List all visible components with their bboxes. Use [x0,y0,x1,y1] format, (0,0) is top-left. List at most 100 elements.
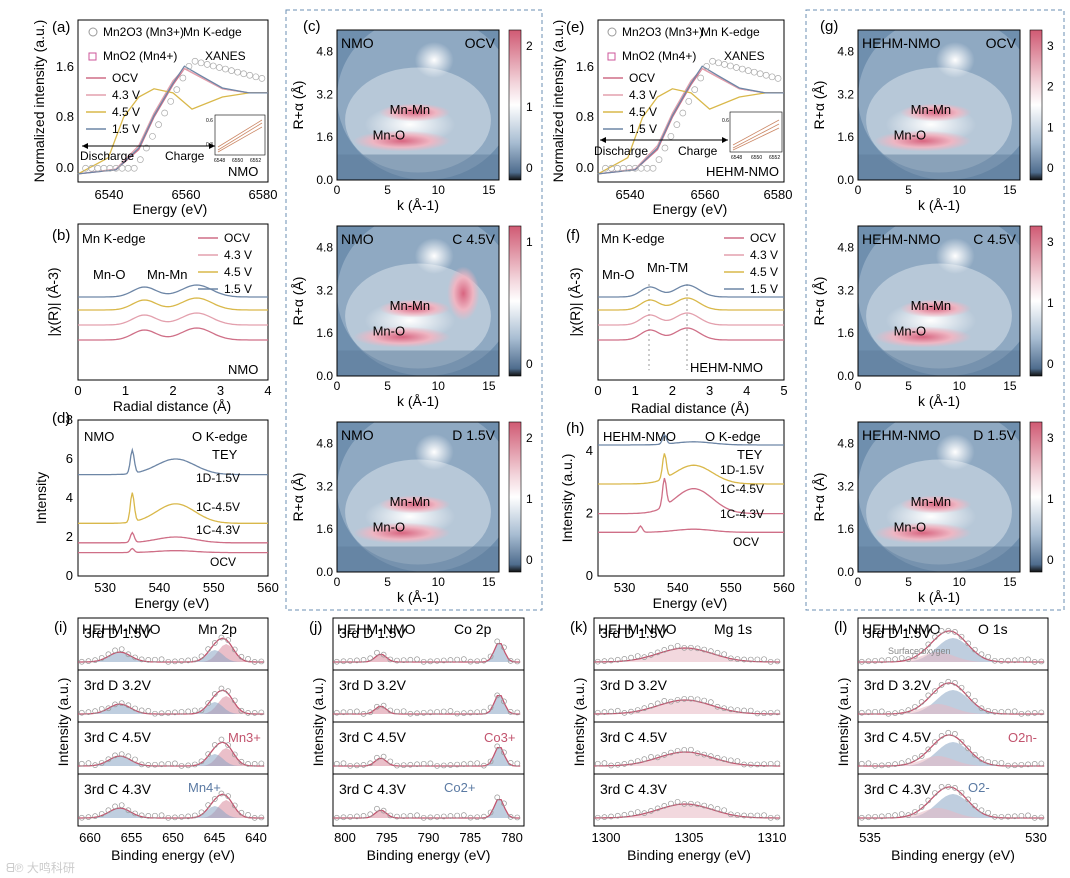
xps-point [965,745,972,752]
xps-point [245,812,251,818]
xps-point [694,801,701,808]
xps-xtick: 1300 [592,830,621,845]
e-charge: Charge [678,144,718,158]
map-xtick: 10 [953,379,967,393]
xps-point [865,814,872,821]
ytick-2: 4 [66,490,73,505]
xps-point [440,657,447,664]
legend-label-0: OCV [112,71,138,85]
map-low [858,546,1020,572]
xps-point [958,633,965,640]
xps-point [648,703,654,709]
xps-point [668,749,674,756]
xanes-e-curves-2 [597,88,784,175]
xps-row-label: 3rd D 3.2V [339,677,407,693]
xps-point [481,813,487,820]
xps-point [98,706,105,712]
xps-point [608,708,614,715]
ref-marker [685,97,693,105]
d-curve-3: OCV [210,555,236,569]
xps-point [225,688,231,694]
xps-point [507,760,514,766]
ref-marker [697,74,705,82]
xps-row-label: 3rd C 4.3V [84,781,152,797]
xps-point [205,646,211,652]
xps-point [925,746,932,753]
xps-point [991,813,998,820]
a-inset-x2: 6552 [250,158,261,164]
xps-point [681,644,688,651]
xps-envelope [78,689,265,715]
exafs-f-curves-0 [598,327,784,341]
xps-point [454,761,460,768]
map-ytick: 4.8 [316,240,333,254]
xps-point [767,814,774,821]
xps-row-label: 3rd C 4.5V [84,729,152,745]
xtick-5: 5 [780,383,787,398]
xps-point [1018,656,1025,663]
map-frame [336,29,500,181]
colorbar-tick: 0 [1047,357,1054,371]
colorbar-tick: 3 [1047,431,1054,445]
xps-envelope [858,682,1045,715]
xps-xtick: 660 [79,830,101,845]
xps-point [132,810,138,817]
xps-point [872,813,878,820]
ref-marker [143,144,150,152]
xps-point [105,651,112,658]
xps-point [333,760,340,767]
map-ytick: 0.0 [837,565,854,579]
xps-point [367,811,374,818]
colorbar [1029,29,1043,181]
colorbar-tick: 0 [526,161,533,175]
ref-marker [179,74,187,82]
xps-point [774,709,781,716]
map-ann-mno: Mn-O [894,128,927,143]
xps-point [178,709,185,715]
ref-marker [756,70,764,78]
xps-point [158,710,165,717]
legend-label-3: 1.5 V [112,122,140,136]
map-label: HEHM-NMO [862,231,941,247]
map-ylabel: R+α (Å) [811,473,827,522]
xps-point [165,658,172,665]
xps-point [601,814,608,820]
xps-ann1: Mn3+ [228,730,261,745]
xps-point [380,753,387,760]
e-ytick-0: 0.0 [576,160,594,175]
xps-point [905,707,912,714]
xps-point [132,756,138,763]
xps-point [354,813,360,820]
xps-point [218,736,225,743]
d-curve-2: 1C-4.3V [196,523,240,537]
xps-component [78,704,265,714]
xps-point [152,812,158,819]
xps-panel-label: (k) [570,619,588,636]
xps-point [185,657,192,664]
legend-label-1: 4.3 V [629,88,657,102]
xps-point [688,746,694,753]
panel-label-f: (f) [566,227,580,244]
panel-label-e: (e) [566,19,584,36]
xps-point [761,656,767,663]
map-ytick: 4.8 [837,436,854,450]
map-low [858,154,1020,180]
colorbar-tick: 0 [1047,161,1054,175]
xps-xtick: 645 [204,830,226,845]
xps-point [945,678,952,685]
colorbar-tick: 3 [1047,235,1054,249]
ref-marker [252,73,260,81]
xtick-3: 560 [773,580,795,595]
f-sample: HEHM-NMO [690,360,763,375]
xps-point [754,761,761,768]
a-ytick-0: 0.0 [56,160,74,175]
map-ylabel: R+α (Å) [290,81,306,130]
xps-point [98,760,105,766]
map-ytick: 0.0 [837,369,854,383]
map-hot-mno [353,522,451,544]
xps-point [507,814,514,820]
xps-row-label: 3rd C 4.5V [864,729,932,745]
h-curve-2: 1C-4.3V [720,507,764,521]
xps-point [258,658,265,665]
